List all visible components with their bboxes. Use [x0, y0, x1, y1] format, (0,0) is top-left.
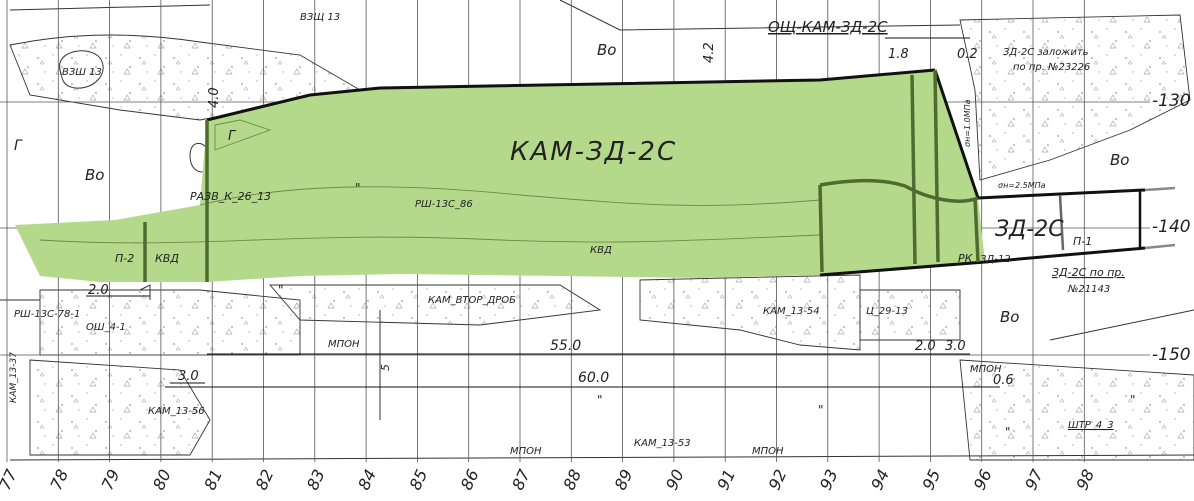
label-no-21143: №21143 [1067, 284, 1110, 295]
header-top-label: ОЩ-КАМ-ЗД-2С [768, 18, 888, 36]
column-label: 83 [303, 466, 329, 492]
column-label: 90 [662, 466, 688, 492]
row-label-150: -150 [1152, 345, 1191, 365]
label-vo-lower: Во [1000, 308, 1019, 326]
label-quote-2: " [278, 283, 284, 297]
label-vo-left: Во [85, 166, 104, 184]
label-shtr-4-3: ШТР_4_3 [1068, 420, 1114, 431]
label-dim-2-0: 2.0 [915, 339, 936, 354]
label-dim-1-8: 1.8 [888, 47, 909, 62]
label-g-left: Г [14, 138, 23, 154]
column-label: 97 [1021, 466, 1047, 493]
label-quote-4: " [818, 403, 824, 417]
label-kvd-mid: КВД [590, 245, 612, 256]
label-dim-0-2: 0.2 [957, 47, 978, 62]
label-kam-vtor: КАМ_ВТОР_ДРОБ [428, 295, 516, 306]
label-mpon-2: МПОН [970, 364, 1002, 375]
label-dim-55: 55.0 [550, 338, 581, 354]
label-p-2: П-2 [115, 252, 134, 265]
column-label: 82 [252, 466, 278, 492]
label-mpon-3: МПОН [510, 446, 542, 457]
label-dim-2-0-left: 2.0 [88, 283, 109, 298]
column-labels: 77 78 79 80 81 82 83 84 85 86 87 88 89 90 91 92 93 94 95 96… [0, 466, 1098, 493]
label-rsh-13c-78: РШ-13С-78-1 [14, 309, 80, 320]
label-vzsh-13-top: ВЗЩ 13 [300, 12, 340, 23]
label-kam-13-37: КАМ_13-37 [9, 352, 19, 403]
column-label: 85 [406, 466, 432, 492]
label-sigma-1: σн=1.0МПа [963, 99, 972, 147]
dimension-lines [86, 37, 1000, 388]
label-p-1: П-1 [1073, 235, 1092, 248]
label-dim-3-0-left: 3.0 [178, 369, 199, 384]
label-vo-top: Во [597, 41, 616, 59]
label-dim-4-0: 4.0 [207, 87, 222, 108]
label-dim-5: 5 [379, 364, 392, 371]
column-label: 95 [919, 466, 945, 492]
main-zone-boundary [206, 68, 1146, 277]
zone-dark-green-lines [143, 69, 980, 282]
row-label-130: -130 [1152, 91, 1191, 111]
row-label-140: -140 [1152, 217, 1191, 237]
label-zd-12: ЗД-12 [980, 254, 1011, 265]
label-dim-4-2: 4.2 [702, 42, 717, 63]
label-mpon-1: МПОН [328, 339, 360, 350]
column-label: 94 [867, 466, 893, 492]
column-label: 89 [611, 466, 637, 492]
column-label: 80 [149, 466, 175, 492]
label-quote-6: " [1005, 425, 1011, 439]
side-zone-boundary [1058, 186, 1176, 251]
label-vzsh-13: ВЗШ 13 [62, 67, 102, 78]
label-dim-60: 60.0 [578, 370, 609, 386]
label-kam-13-54: КАМ_13-54 [763, 306, 820, 317]
label-ts-29-13: Ц_29-13 [866, 306, 908, 317]
column-label: 79 [98, 466, 124, 492]
label-kam-13-56: КАМ_13-56 [148, 406, 205, 417]
column-label: 77 [0, 466, 21, 493]
label-po-pr-23226: по пр. №23226 [1013, 62, 1090, 73]
label-zd2c-po-pr: ЗД-2С по пр. [1052, 266, 1125, 279]
label-osh-4-1: ОШ_4-1 [86, 322, 126, 333]
column-label: 78 [46, 466, 72, 492]
column-label: 91 [713, 466, 739, 492]
column-label: 98 [1072, 466, 1098, 492]
side-zone-label: ЗД-2С [995, 217, 1064, 242]
column-label: 81 [200, 466, 226, 492]
label-mpon-4: МПОН [752, 446, 784, 457]
main-zone-fill [15, 70, 985, 282]
rock-texture-areas [9, 14, 1194, 461]
label-quote-1: " [355, 181, 361, 195]
label-zd2c-zalozhit: ЗД-2С заложить [1003, 47, 1089, 58]
label-rk: РК [958, 252, 974, 265]
label-dim-3-0: 3.0 [945, 339, 966, 354]
label-kam-13-53: КАМ_13-53 [634, 438, 691, 449]
label-g-zone: Г [228, 129, 237, 144]
column-label: 92 [765, 466, 791, 492]
column-label: 93 [816, 466, 842, 492]
column-label: 88 [559, 466, 585, 492]
annotation-labels: ВЗЩ 13 ВЗШ 13 Во 4.2 1.8 0.2 ЗД-2С залож… [9, 12, 1136, 457]
label-quote-3: " [597, 393, 603, 407]
label-dim-0-6: 0.6 [993, 373, 1014, 388]
label-kvd-left: КВД [155, 252, 179, 265]
column-label: 96 [970, 466, 996, 492]
label-razv: РАЗВ_К_26_13 [190, 190, 271, 203]
zone-inner-lines [39, 119, 821, 244]
label-vo-right: Во [1110, 151, 1129, 169]
main-zone-label: КАМ-ЗД-2С [510, 137, 677, 167]
label-sigma-2: σн=2.5МПа [998, 181, 1046, 190]
column-label: 86 [457, 466, 483, 492]
label-quote-5: " [1130, 393, 1136, 407]
column-label: 84 [354, 466, 380, 492]
label-rsh-13c-86: РШ-13С_86 [415, 199, 473, 210]
column-label: 87 [508, 466, 534, 493]
